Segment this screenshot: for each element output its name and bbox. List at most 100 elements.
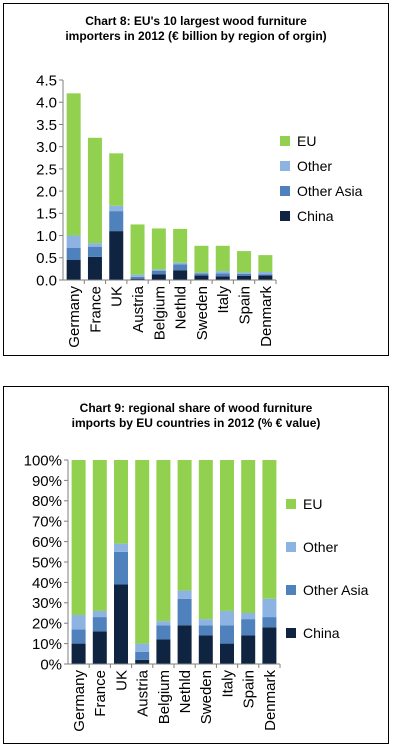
y-tick-label: 2.5 (36, 161, 57, 178)
y-tick-label: 0% (40, 656, 62, 673)
bar-segment-china (71, 643, 86, 664)
chart-title-line-2: imports by EU countries in 2012 (% € val… (71, 416, 321, 430)
y-tick-label: 40% (32, 575, 62, 592)
bar-segment-other-asia (151, 270, 166, 275)
y-tick-label: 60% (32, 534, 62, 551)
bar-segment-eu (87, 137, 102, 244)
x-tick-label: Germany (71, 670, 88, 732)
x-tick-label: Italy (219, 670, 236, 698)
y-tick-label: 4.0 (36, 95, 57, 112)
legend-swatch (286, 628, 296, 638)
x-tick-label: Denmark (262, 670, 279, 731)
bar-segment-eu (215, 245, 230, 272)
y-tick-label: 10% (32, 636, 62, 653)
bar-segment-eu (114, 460, 128, 544)
bar-segment-eu (151, 228, 166, 270)
bar-segment-other (220, 610, 234, 626)
y-tick-label: 2.0 (36, 184, 57, 201)
bar-segment-china (87, 256, 102, 280)
y-tick-label: 1.0 (36, 228, 57, 245)
chart-title-line-2: importers in 2012 (€ billion by region o… (65, 29, 327, 43)
bar-segment-eu (156, 460, 171, 622)
y-tick-label: 90% (32, 473, 62, 490)
legend-label: Other (297, 158, 332, 174)
bar-segment-other (66, 235, 81, 248)
bar-segment-other (71, 615, 86, 630)
bar-segment-other (92, 610, 107, 618)
bar-segment-other (262, 598, 277, 618)
bar-segment-other-asia (262, 617, 277, 628)
bar-segment-china (220, 643, 234, 664)
legend-swatch (280, 161, 290, 171)
bar-segment-china (173, 270, 188, 280)
bar-segment-other-asia (135, 651, 150, 660)
y-tick-label: 80% (32, 493, 62, 510)
bar-segment-eu (220, 460, 234, 611)
chart-title-line-1: Chart 8: EU's 10 largest wood furniture (85, 14, 307, 28)
legend-label: China (303, 625, 340, 641)
chart-plot-8: 0.0 0.5 1.0 1.5 2.0 2.5 3.0 3.5 4.0 4.5 Germany Fra… (36, 72, 362, 348)
x-tick-label: France (87, 286, 104, 333)
legend-label: Other Asia (303, 582, 369, 598)
bar-segment-china (92, 631, 107, 664)
legend-swatch (286, 542, 296, 552)
bar-segment-eu (237, 251, 252, 273)
x-tick-label: Italy (215, 286, 232, 314)
x-tick-label: Austria (130, 285, 147, 332)
chart-panel-9: Chart 9: regional share of wood furnitur… (3, 386, 389, 744)
bar-segment-eu (177, 460, 192, 591)
bar-segment-eu (262, 460, 277, 599)
bar-segment-other (215, 271, 230, 274)
x-tick-label: UK (109, 286, 126, 307)
bar-segment-china (156, 639, 171, 664)
bar-segment-other (173, 262, 188, 265)
bar-segment-other (258, 272, 273, 275)
bar-segment-other (151, 269, 166, 271)
bar-segment-other-asia (173, 264, 188, 271)
bar-segment-eu (258, 255, 273, 272)
bar-segment-other (198, 619, 213, 626)
chart-title-line-1: Chart 9: regional share of wood furnitur… (79, 401, 313, 415)
chart-title: Chart 8: EU's 10 largest wood furniture … (4, 14, 388, 44)
legend-swatch (280, 136, 290, 146)
bar-segment-other-asia (241, 619, 256, 636)
chart-title: Chart 9: regional share of wood furnitur… (4, 401, 388, 431)
y-tick-label: 3.5 (36, 117, 57, 134)
x-tick-label: Nethld (177, 670, 194, 713)
bar-segment-china (66, 260, 81, 280)
bar-segment-eu (198, 460, 213, 620)
y-tick-label: 50% (32, 554, 62, 571)
bar-segment-china (109, 231, 124, 280)
bar-segment-eu (130, 224, 145, 275)
bar-segment-other-asia (194, 273, 209, 276)
bar-segment-china (241, 635, 256, 664)
x-tick-label: Nethld (173, 286, 190, 329)
legend-label: Other (303, 539, 338, 555)
chart-panel-8: Chart 8: EU's 10 largest wood furniture … (3, 3, 389, 356)
chart-plot-9: 0% 10% 20% 30% 40% 50% 60% 70% 80% 90% 100% Germany… (24, 452, 369, 732)
bar-segment-eu (194, 245, 209, 273)
y-tick-label: 70% (32, 514, 62, 531)
bar-segment-other (156, 621, 171, 626)
y-tick-label: 30% (32, 595, 62, 612)
bar-segment-other (194, 272, 209, 274)
x-tick-label: Germany (66, 286, 83, 348)
x-tick-label: Spain (241, 670, 258, 708)
bar-segment-other-asia (66, 248, 81, 260)
bar-segment-china (194, 275, 209, 280)
bar-segment-other-asia (109, 211, 124, 232)
bar-segment-eu (135, 460, 150, 644)
x-tick-label: France (92, 670, 109, 717)
bar-segment-other-asia (92, 617, 107, 632)
legend-label: EU (303, 496, 322, 512)
bar-segment-other (87, 243, 102, 247)
bar-segment-china (135, 659, 150, 664)
bar-segment-china (151, 274, 166, 280)
bar-segment-other (135, 643, 150, 652)
x-tick-label: Belgium (151, 286, 168, 340)
x-tick-label: Sweden (198, 670, 215, 724)
bar-segment-other (177, 590, 192, 599)
bar-segment-other-asia (198, 625, 213, 636)
bar-segment-other (237, 272, 252, 274)
bar-segment-eu (109, 153, 124, 206)
